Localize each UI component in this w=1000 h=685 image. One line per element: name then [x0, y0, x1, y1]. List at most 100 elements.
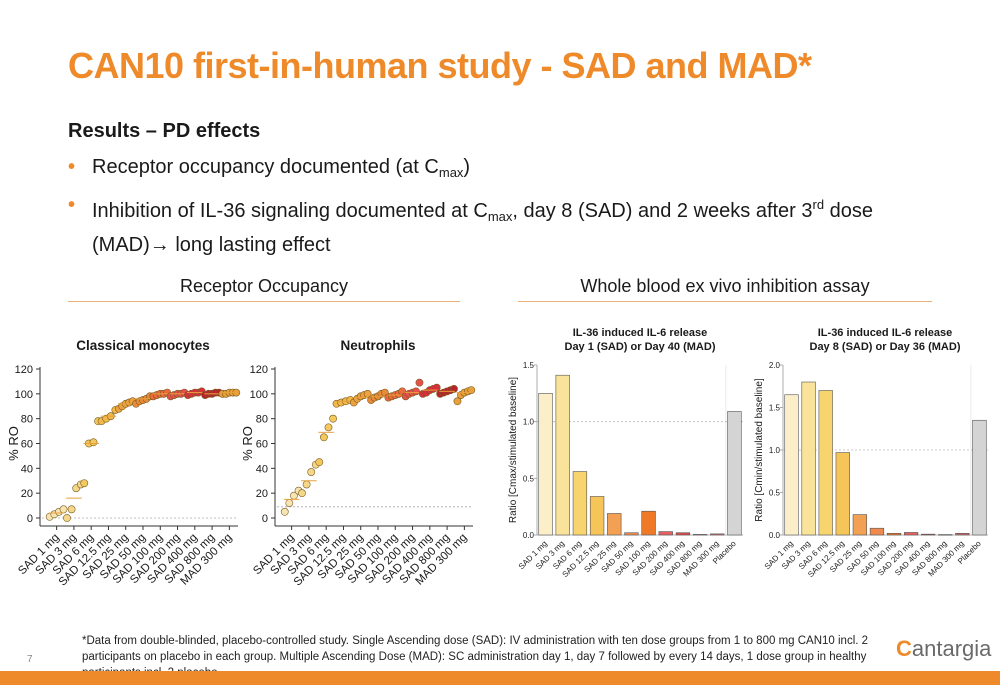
- y-tick-label: 0.5: [769, 489, 781, 498]
- y-axis-label: Ratio [Cmax/stimulated baseline]: [508, 377, 519, 523]
- y-tick-label: 0: [27, 513, 33, 525]
- chart-title: Classical monocytes: [76, 338, 210, 353]
- bullet-item: • Inhibition of IL-36 signaling documente…: [68, 191, 948, 259]
- bar: [835, 452, 850, 536]
- bullet-subscript: max: [438, 165, 464, 180]
- bar: [641, 510, 656, 536]
- y-tick-label: 2.0: [769, 361, 781, 370]
- y-tick-label: 1.0: [769, 446, 781, 455]
- data-point: [415, 378, 424, 387]
- bar: [921, 533, 936, 536]
- data-point: [67, 505, 76, 514]
- bar: [589, 496, 605, 536]
- logo-text: antargia: [911, 636, 992, 661]
- bar: [658, 531, 673, 536]
- bullet-text: ): [463, 156, 471, 178]
- y-tick-label: 1.0: [523, 418, 535, 427]
- bar: [801, 381, 816, 536]
- y-tick-label: 0.0: [523, 531, 535, 540]
- data-point: [307, 468, 316, 476]
- slide-title: CAN10 first-in-human study - SAD and MAD…: [68, 45, 812, 86]
- bar: [938, 534, 953, 536]
- section-divider: [68, 301, 460, 302]
- y-axis-label: Ratio [Cmin/stimulated baseline]: [754, 378, 765, 522]
- bullet-text: Inhibition of IL-36 signaling documented…: [92, 200, 488, 222]
- data-point: [285, 499, 294, 507]
- data-point: [412, 387, 420, 396]
- chart-title: Neutrophils: [340, 338, 415, 353]
- footnote: *Data from double-blinded, placebo-contr…: [82, 635, 869, 679]
- data-point: [298, 489, 306, 498]
- y-tick-label: 60: [256, 439, 268, 451]
- bullet-subscript: max: [487, 209, 513, 224]
- page-number: 7: [27, 654, 33, 665]
- data-point: [329, 414, 337, 423]
- bullet-superscript: rd: [812, 197, 825, 212]
- data-point: [319, 433, 328, 442]
- section-title-receptor-occupancy: Receptor Occupancy: [179, 276, 349, 296]
- chart-subtitle: Day 8 (SAD) or Day 36 (MAD): [810, 341, 961, 353]
- bar: [955, 532, 970, 536]
- bar: [675, 532, 691, 536]
- bar: [784, 394, 799, 536]
- bar: [886, 532, 902, 536]
- y-tick-label: 1.5: [769, 404, 781, 413]
- bar: [818, 390, 833, 536]
- chart-subtitle: Day 1 (SAD) or Day 40 (MAD): [565, 341, 716, 353]
- section-divider: [518, 301, 932, 302]
- y-tick-label: 20: [21, 488, 33, 500]
- data-point: [89, 438, 98, 447]
- bar: [538, 393, 553, 536]
- bullet-list: • Receptor occupancy documented (at Cmax)…: [68, 153, 948, 263]
- bar: [710, 533, 725, 536]
- data-point: [450, 384, 458, 393]
- y-tick-label: 100: [250, 389, 268, 401]
- bar: [903, 532, 919, 536]
- y-tick-label: 120: [250, 364, 268, 376]
- y-tick-label: 80: [256, 414, 268, 426]
- data-point: [280, 507, 289, 516]
- bar: [624, 532, 639, 536]
- logo-mark-icon: C: [896, 636, 912, 661]
- data-point: [467, 386, 476, 395]
- y-axis-label: % RO: [240, 426, 255, 461]
- bullet-text: Receptor occupancy documented (at C: [92, 156, 439, 178]
- y-tick-label: 20: [256, 488, 268, 500]
- bottom-accent-bar: [0, 671, 1000, 685]
- y-tick-label: 100: [15, 389, 33, 401]
- bullet-item: • Receptor occupancy documented (at Cmax): [68, 153, 948, 187]
- company-logo: Cantargia: [896, 636, 991, 662]
- y-tick-label: 60: [21, 439, 33, 451]
- chart-title: IL-36 induced IL-6 release: [818, 327, 953, 339]
- y-tick-label: 0: [262, 513, 268, 525]
- y-axis-label: % RO: [6, 426, 21, 461]
- data-point: [315, 458, 324, 467]
- y-tick-label: 120: [15, 364, 33, 376]
- section-title-inhibition-assay: Whole blood ex vivo inhibition assay: [580, 276, 870, 296]
- y-tick-label: 40: [256, 463, 268, 475]
- data-point: [324, 423, 333, 432]
- bullet-dot-icon: •: [68, 194, 76, 216]
- y-tick-label: 40: [21, 463, 33, 475]
- bar: [555, 374, 570, 536]
- bar: [572, 471, 588, 536]
- bar: [869, 527, 885, 536]
- y-tick-label: 0.5: [523, 474, 535, 483]
- bullet-dot-icon: •: [68, 156, 76, 178]
- bar: [972, 419, 987, 536]
- data-point: [302, 480, 311, 489]
- slide-subtitle: Results – PD effects: [68, 120, 261, 142]
- bar: [852, 514, 868, 536]
- data-point: [80, 479, 89, 488]
- bar: [692, 534, 708, 536]
- y-tick-label: 80: [21, 414, 33, 426]
- data-point: [453, 397, 462, 406]
- data-point: [59, 505, 68, 514]
- y-tick-label: 1.5: [523, 361, 535, 370]
- bullet-text: dose (MAD)→ long lasting effect: [92, 200, 874, 256]
- bar: [727, 411, 742, 536]
- data-point: [432, 383, 441, 392]
- y-tick-label: 0.0: [769, 531, 781, 540]
- chart-title: IL-36 induced IL-6 release: [573, 327, 708, 339]
